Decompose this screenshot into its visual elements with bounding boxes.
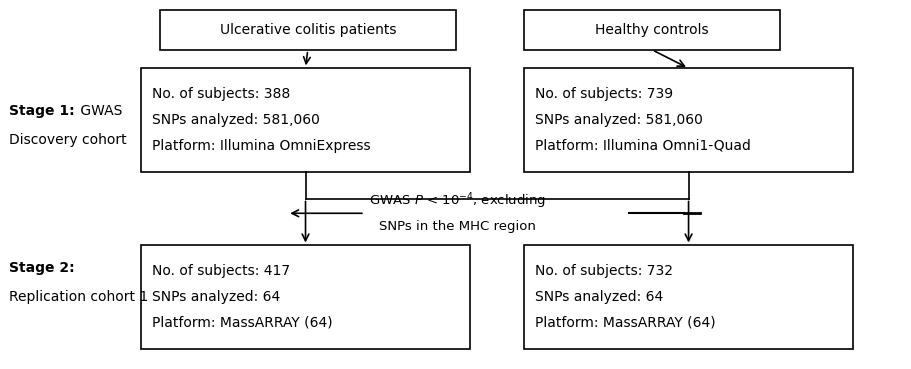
- Text: SNPs analyzed: 581,060: SNPs analyzed: 581,060: [152, 113, 320, 127]
- Text: Stage 1:: Stage 1:: [9, 104, 75, 118]
- Text: GWAS $\mathit{P}$ < 10$^{-4}$, excluding: GWAS $\mathit{P}$ < 10$^{-4}$, excluding: [369, 191, 546, 211]
- Text: No. of subjects: 739: No. of subjects: 739: [535, 87, 672, 101]
- Text: No. of subjects: 417: No. of subjects: 417: [152, 264, 290, 278]
- Bar: [159, 10, 456, 50]
- Text: Platform: MassARRAY (64): Platform: MassARRAY (64): [152, 316, 333, 330]
- Text: Replication cohort 1: Replication cohort 1: [9, 290, 148, 304]
- Text: Platform: MassARRAY (64): Platform: MassARRAY (64): [535, 316, 715, 330]
- Text: No. of subjects: 388: No. of subjects: 388: [152, 87, 291, 101]
- Bar: [524, 10, 779, 50]
- Bar: [141, 245, 469, 349]
- Text: Healthy controls: Healthy controls: [595, 23, 708, 37]
- Text: GWAS: GWAS: [76, 104, 122, 118]
- Text: SNPs analyzed: 581,060: SNPs analyzed: 581,060: [535, 113, 702, 127]
- Bar: [524, 68, 852, 172]
- Text: Platform: Illumina Omni1-Quad: Platform: Illumina Omni1-Quad: [535, 139, 751, 153]
- Text: SNPs in the MHC region: SNPs in the MHC region: [379, 220, 536, 234]
- Text: SNPs analyzed: 64: SNPs analyzed: 64: [152, 290, 281, 304]
- Text: Discovery cohort: Discovery cohort: [9, 133, 127, 147]
- Text: Platform: Illumina OmniExpress: Platform: Illumina OmniExpress: [152, 139, 371, 153]
- Bar: [524, 245, 852, 349]
- Bar: [141, 68, 469, 172]
- Text: SNPs analyzed: 64: SNPs analyzed: 64: [535, 290, 663, 304]
- Text: No. of subjects: 732: No. of subjects: 732: [535, 264, 672, 278]
- Text: Stage 2:: Stage 2:: [9, 261, 75, 275]
- Text: Ulcerative colitis patients: Ulcerative colitis patients: [220, 23, 395, 37]
